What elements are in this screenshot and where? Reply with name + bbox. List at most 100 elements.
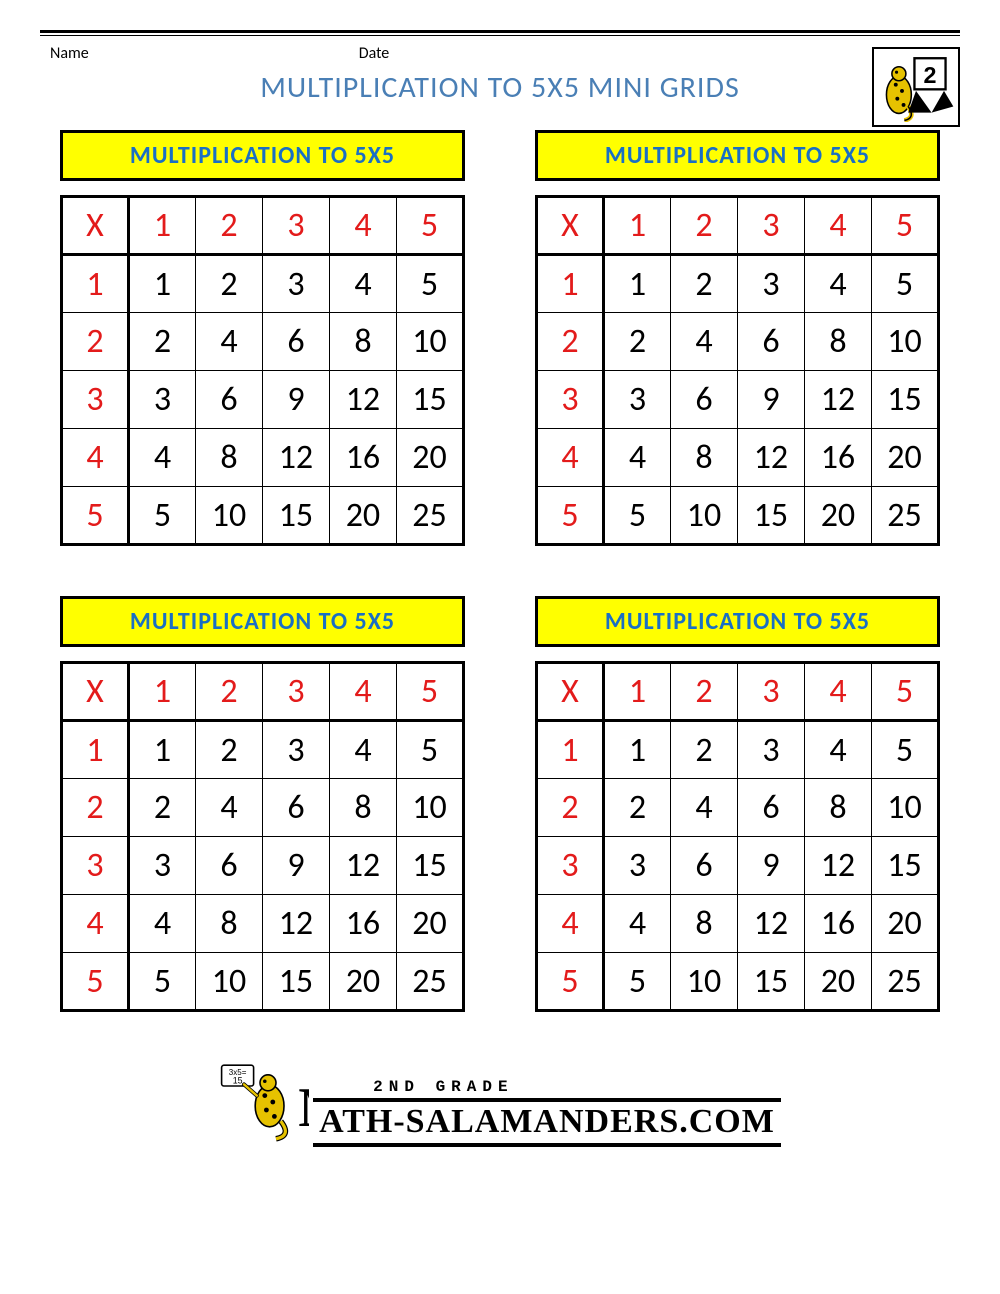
value-cell: 12 [329, 371, 396, 429]
row-header-cell: 1 [537, 721, 604, 779]
col-header-cell: 2 [670, 663, 737, 721]
grade-label: 2ND GRADE [373, 1078, 781, 1096]
row-header-cell: 5 [537, 487, 604, 545]
value-cell: 1 [603, 721, 670, 779]
value-cell: 2 [603, 779, 670, 837]
grids-container: MULTIPLICATION TO 5X5X123451123452246810… [40, 130, 960, 1012]
worksheet-page: Name Date MULTIPLICATION TO 5X5 MINI GRI… [0, 0, 1000, 1177]
col-header-cell: 4 [329, 663, 396, 721]
row-header-cell: 3 [537, 837, 604, 895]
value-cell: 3 [262, 255, 329, 313]
value-cell: 4 [603, 429, 670, 487]
value-cell: 10 [195, 487, 262, 545]
site-name: ATH-SALAMANDERS.COM [313, 1098, 781, 1147]
multiplication-table: X123451123452246810336912154481216205510… [535, 195, 940, 546]
value-cell: 10 [195, 953, 262, 1011]
value-cell: 16 [329, 895, 396, 953]
row-header-cell: 2 [62, 779, 129, 837]
value-cell: 8 [329, 313, 396, 371]
value-cell: 20 [804, 953, 871, 1011]
value-cell: 8 [195, 429, 262, 487]
mini-grid: MULTIPLICATION TO 5X5X123451123452246810… [535, 130, 940, 546]
mini-grid: MULTIPLICATION TO 5X5X123451123452246810… [60, 130, 465, 546]
value-cell: 2 [670, 255, 737, 313]
value-cell: 8 [329, 779, 396, 837]
value-cell: 15 [737, 487, 804, 545]
row-header-cell: 5 [62, 487, 129, 545]
header-row: MULTIPLICATION TO 5X5 MINI GRIDS 2 [40, 69, 960, 130]
mini-grid: MULTIPLICATION TO 5X5X123451123452246810… [535, 596, 940, 1012]
col-header-cell: 5 [871, 663, 938, 721]
value-cell: 25 [871, 953, 938, 1011]
row-header-cell: 3 [537, 371, 604, 429]
value-cell: 4 [195, 779, 262, 837]
value-cell: 12 [737, 895, 804, 953]
salamander-badge-icon: 2 [877, 52, 955, 122]
value-cell: 8 [804, 313, 871, 371]
mini-grid-title: MULTIPLICATION TO 5X5 [60, 130, 465, 181]
col-header-cell: 5 [396, 197, 463, 255]
value-cell: 15 [262, 953, 329, 1011]
value-cell: 4 [603, 895, 670, 953]
value-cell: 10 [396, 313, 463, 371]
value-cell: 6 [195, 371, 262, 429]
value-cell: 12 [804, 371, 871, 429]
value-cell: 6 [670, 837, 737, 895]
row-header-cell: 2 [62, 313, 129, 371]
value-cell: 5 [871, 721, 938, 779]
row-header-cell: 2 [537, 779, 604, 837]
value-cell: 5 [396, 721, 463, 779]
value-cell: 4 [128, 429, 195, 487]
row-header-cell: 1 [537, 255, 604, 313]
value-cell: 4 [195, 313, 262, 371]
multiplication-table: X123451123452246810336912154481216205510… [60, 195, 465, 546]
col-header-cell: 5 [871, 197, 938, 255]
value-cell: 5 [871, 255, 938, 313]
value-cell: 15 [262, 487, 329, 545]
col-header-cell: 2 [670, 197, 737, 255]
col-header-cell: 3 [262, 197, 329, 255]
value-cell: 16 [804, 895, 871, 953]
col-header-cell: 3 [737, 663, 804, 721]
value-cell: 6 [737, 313, 804, 371]
value-cell: 3 [737, 255, 804, 313]
value-cell: 8 [670, 429, 737, 487]
value-cell: 3 [262, 721, 329, 779]
row-header-cell: 4 [62, 429, 129, 487]
page-title: MULTIPLICATION TO 5X5 MINI GRIDS [260, 69, 739, 106]
value-cell: 10 [670, 953, 737, 1011]
corner-cell: X [62, 663, 129, 721]
value-cell: 16 [329, 429, 396, 487]
col-header-cell: 3 [262, 663, 329, 721]
value-cell: 3 [603, 371, 670, 429]
row-header-cell: 4 [537, 429, 604, 487]
col-header-cell: 1 [603, 197, 670, 255]
value-cell: 4 [670, 779, 737, 837]
corner-logo: 2 [872, 47, 960, 127]
value-cell: 12 [804, 837, 871, 895]
value-cell: 20 [804, 487, 871, 545]
value-cell: 20 [871, 429, 938, 487]
value-cell: 15 [871, 837, 938, 895]
value-cell: 5 [128, 487, 195, 545]
corner-cell: X [537, 663, 604, 721]
corner-cell: X [537, 197, 604, 255]
value-cell: 20 [396, 895, 463, 953]
col-header-cell: 2 [195, 663, 262, 721]
value-cell: 5 [603, 487, 670, 545]
value-cell: 20 [396, 429, 463, 487]
value-cell: 15 [737, 953, 804, 1011]
value-cell: 25 [396, 953, 463, 1011]
value-cell: 2 [195, 255, 262, 313]
value-cell: 15 [871, 371, 938, 429]
value-cell: 12 [262, 429, 329, 487]
col-header-cell: 4 [329, 197, 396, 255]
multiplication-table: X123451123452246810336912154481216205510… [60, 661, 465, 1012]
col-header-cell: 3 [737, 197, 804, 255]
col-header-cell: 1 [128, 197, 195, 255]
footer: 3x5= 15 M 2ND GRADE [40, 1062, 960, 1147]
value-cell: 9 [737, 371, 804, 429]
multiplication-table: X123451123452246810336912154481216205510… [535, 661, 940, 1012]
top-divider [40, 30, 960, 36]
row-header-cell: 5 [537, 953, 604, 1011]
